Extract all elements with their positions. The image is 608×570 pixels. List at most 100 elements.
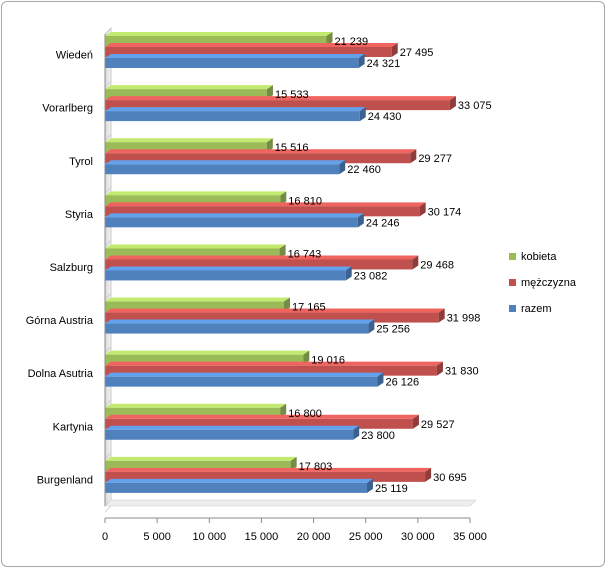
bar-razem-wieden (105, 54, 365, 68)
data-label-razem-kartynia: 23 800 (361, 430, 395, 442)
bar-top-face (105, 138, 273, 143)
bar-top-face (105, 244, 286, 249)
data-label-mezczyzna-vorarlberg: 33 075 (458, 100, 492, 112)
bar-mezczyzna-gorna-austria (105, 308, 445, 323)
bar-top-face (105, 414, 419, 419)
bar-end-face (266, 85, 273, 100)
legend-label-mezczyzna: mężczyzna (521, 277, 577, 289)
data-label-kobieta-kartynia: 16 800 (288, 408, 322, 420)
legend-swatch-kobieta (509, 253, 516, 260)
bar-end-face (280, 403, 287, 418)
bar-top-face (105, 425, 360, 430)
x-tick-label: 5 000 (143, 531, 171, 543)
bar-top-face (105, 85, 273, 90)
bar-top-face (105, 107, 366, 112)
bar-front-face (105, 142, 267, 153)
bar-mezczyzna-tyrol (105, 149, 417, 164)
wall-gridline (104, 187, 112, 194)
bar-front-face (105, 195, 281, 206)
bar-end-face (358, 54, 365, 68)
bar-end-face (410, 149, 417, 164)
data-label-kobieta-burgenland: 17 803 (299, 461, 333, 473)
bar-end-face (303, 350, 310, 365)
data-label-mezczyzna-salzburg: 29 468 (420, 259, 454, 271)
bar-end-face (412, 255, 419, 270)
bar-top-face (105, 372, 384, 377)
bar-front-face (105, 248, 280, 259)
bar-razem-vorarlberg (105, 107, 366, 122)
x-tick-label: 15 000 (245, 531, 279, 543)
bar-mezczyzna-burgenland (105, 467, 432, 482)
bar-top-face (105, 255, 419, 260)
data-label-kobieta-wieden: 21 239 (334, 36, 368, 48)
bar-top-face (105, 403, 287, 408)
bar-kobieta-vorarlberg (105, 85, 273, 100)
category-label-styria: Styria (65, 209, 94, 221)
bar-end-face (391, 43, 398, 57)
bar-top-face (105, 96, 456, 101)
data-label-kobieta-styria: 16 810 (288, 195, 322, 207)
data-label-kobieta-dolna-asutria: 19 016 (311, 355, 345, 367)
data-label-mezczyzna-kartynia: 29 527 (421, 419, 455, 431)
x-tick-label: 30 000 (401, 531, 435, 543)
bar-front-face (105, 323, 369, 334)
data-label-mezczyzna-dolna-asutria: 31 830 (445, 366, 479, 378)
bar-kobieta-burgenland (105, 456, 297, 471)
category-label-burgenland: Burgenland (37, 474, 93, 486)
bar-front-face (105, 270, 346, 281)
category-label-vorarlberg: Vorarlberg (42, 103, 93, 115)
data-label-razem-gorna-austria: 25 256 (376, 324, 410, 336)
bar-top-face (105, 54, 365, 58)
bar-razem-kartynia (105, 425, 360, 440)
bar-kobieta-styria (105, 191, 287, 206)
bar-top-face (105, 32, 333, 36)
bar-end-face (359, 107, 366, 122)
data-label-kobieta-tyrol: 15 516 (275, 142, 309, 154)
bar-top-face (105, 149, 417, 154)
data-label-kobieta-salzburg: 16 743 (288, 248, 322, 260)
bar-mezczyzna-styria (105, 202, 426, 217)
bar-front-face (105, 482, 367, 493)
bar-front-face (105, 164, 340, 175)
bar-razem-styria (105, 213, 364, 228)
bar-front-face (105, 429, 354, 440)
bar-end-face (368, 319, 375, 334)
bar-end-face (366, 478, 373, 493)
bar-front-face (105, 301, 285, 312)
bar-end-face (449, 96, 456, 111)
bar-front-face (105, 418, 413, 429)
bar-top-face (105, 361, 443, 366)
category-label-gorna-austria: Górna Austria (26, 315, 94, 327)
bar-front-face (105, 312, 439, 323)
bar-end-face (345, 266, 352, 281)
bar-mezczyzna-dolna-asutria (105, 361, 443, 376)
x-tick-label: 20 000 (297, 531, 331, 543)
data-label-kobieta-gorna-austria: 17 165 (292, 302, 326, 314)
bar-mezczyzna-kartynia (105, 414, 419, 429)
bar-kobieta-gorna-austria (105, 297, 291, 312)
bar-end-face (353, 425, 360, 440)
bar-top-face (105, 191, 287, 196)
wall-gridline (104, 240, 112, 247)
x-tick-label: 25 000 (349, 531, 383, 543)
legend-swatch-razem (509, 305, 516, 312)
bar-razem-gorna-austria (105, 319, 375, 334)
bar-front-face (105, 100, 450, 111)
bar-kobieta-salzburg (105, 244, 286, 259)
bar-end-face (326, 32, 333, 46)
bar-front-face (105, 47, 392, 57)
data-label-razem-tyrol: 22 460 (347, 164, 381, 176)
x-tick-label: 35 000 (453, 531, 487, 543)
bar-front-face (105, 206, 420, 217)
bar-front-face (105, 471, 426, 482)
wall-gridline (104, 346, 112, 353)
bar-front-face (105, 111, 360, 122)
bar-front-face (105, 58, 359, 68)
bar-top-face (105, 308, 445, 313)
bar-end-face (290, 456, 297, 471)
bar-top-face (105, 266, 352, 271)
x-tick-label: 0 (102, 531, 108, 543)
bar-razem-tyrol (105, 160, 346, 175)
bar-kobieta-dolna-asutria (105, 350, 310, 365)
